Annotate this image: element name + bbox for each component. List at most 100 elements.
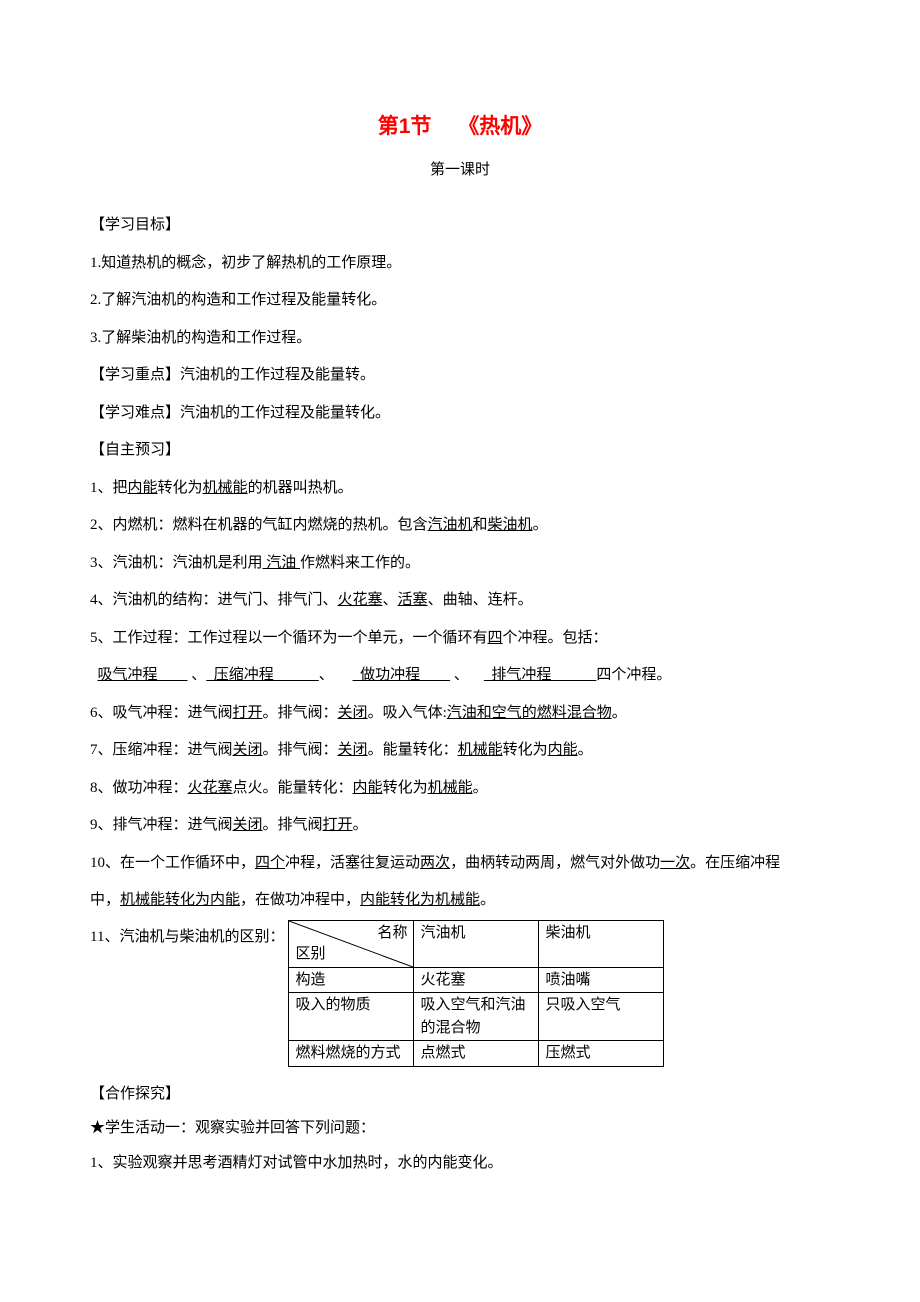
label: 11、汽油机与柴油机的区别：: [90, 920, 288, 955]
text: 的机器叫热机。: [248, 480, 353, 496]
sep: 、: [450, 667, 484, 683]
text: 转化为: [158, 480, 203, 496]
table-row: 吸入的物质 吸入空气和汽油的混合物 只吸入空气: [289, 993, 664, 1041]
activity-question: 1、实验观察并思考酒精灯对试管中水加热时，水的内能变化。: [90, 1146, 830, 1181]
blank: 打开: [233, 705, 263, 721]
text: 2、内燃机：燃料在机器的气缸内燃烧的热机。包含: [90, 517, 428, 533]
blank: 关闭: [233, 742, 263, 758]
text: 。: [353, 817, 368, 833]
label: 【学习难点】: [90, 405, 180, 421]
activity-title: ★学生活动一：观察实验并回答下列问题：: [90, 1111, 830, 1146]
text: 4、汽油机的结构：进气门、排气门、: [90, 592, 338, 608]
text: 。: [578, 742, 593, 758]
heading-goals: 【学习目标】: [90, 207, 830, 245]
text: 转化为: [383, 780, 428, 796]
text: 和: [473, 517, 488, 533]
text: 冲程，活塞往复运动: [285, 855, 420, 871]
blank: 汽油和空气的燃料混合物: [447, 705, 612, 721]
blank: 压缩冲程: [206, 667, 319, 683]
blank: 机械能: [458, 742, 503, 758]
blank: 吸气冲程: [98, 667, 188, 683]
blank: 机械能转化为内能: [120, 892, 240, 908]
heading-focus: 【学习重点】汽油机的工作过程及能量转。: [90, 357, 830, 395]
preview-item-6: 6、吸气冲程：进气阀打开。排气阀：关闭。吸入气体:汽油和空气的燃料混合物。: [90, 695, 830, 733]
preview-item-3: 3、汽油机：汽油机是利用 汽油 作燃料来工作的。: [90, 545, 830, 583]
blank: 内能: [548, 742, 578, 758]
text: 6、吸气冲程：进气阀: [90, 705, 233, 721]
goal-item: 2.了解汽油机的构造和工作过程及能量转化。: [90, 282, 830, 320]
page: 第1节 《热机》 第一课时 【学习目标】 1.知道热机的概念，初步了解热机的工作…: [0, 0, 920, 1302]
blank: 打开: [323, 817, 353, 833]
spacer: [90, 667, 98, 683]
text: 、: [383, 592, 398, 608]
blank: 柴油机: [488, 517, 533, 533]
text: 作燃料来工作的。: [300, 555, 420, 571]
preview-item-5: 5、工作过程：工作过程以一个循环为一个单元，一个循环有四个冲程。包括：: [90, 620, 830, 658]
table-cell: 点燃式: [414, 1041, 539, 1067]
comparison-table: 名称 区别 汽油机 柴油机 构造 火花塞 喷油嘴 吸入的物质 吸入空气和汽油的混…: [288, 920, 664, 1067]
goal-item: 3.了解柴油机的构造和工作过程。: [90, 320, 830, 358]
blank: 关闭: [338, 742, 368, 758]
blank: 汽油机: [428, 517, 473, 533]
preview-item-10-line2: 中，机械能转化为内能，在做功冲程中，内能转化为机械能。: [90, 882, 830, 920]
text: 汽油机的工作过程及能量转化。: [180, 405, 390, 421]
text: 3、汽油机：汽油机是利用: [90, 555, 263, 571]
text: 9、排气冲程：进气阀: [90, 817, 233, 833]
blank: 汽油: [263, 555, 301, 571]
text: 汽油机的工作过程及能量转。: [180, 367, 375, 383]
preview-item-7: 7、压缩冲程：进气阀关闭。排气阀：关闭。能量转化：机械能转化为内能。: [90, 732, 830, 770]
text: 。排气阀：: [263, 742, 338, 758]
blank: 内能: [353, 780, 383, 796]
blank: 火花塞: [338, 592, 383, 608]
preview-item-9: 9、排气冲程：进气阀关闭。排气阀打开。: [90, 807, 830, 845]
table-cell: 喷油嘴: [539, 967, 664, 993]
table-row: 燃料燃烧的方式 点燃式 压燃式: [289, 1041, 664, 1067]
text: 。: [533, 517, 548, 533]
text: 。: [480, 892, 495, 908]
header-name: 名称: [377, 922, 407, 945]
text: 中，: [90, 892, 120, 908]
sep: 、: [319, 667, 353, 683]
table-cell: 构造: [289, 967, 414, 993]
blank: 内能: [128, 480, 158, 496]
text: ，在做功冲程中，: [240, 892, 360, 908]
preview-item-10-line1: 10、在一个工作循环中，四个冲程，活塞往复运动两次，曲柄转动两周，燃气对外做功一…: [90, 845, 830, 883]
text: 。: [612, 705, 627, 721]
text: 。排气阀：: [263, 705, 338, 721]
heading-preview: 【自主预习】: [90, 432, 830, 470]
blank: 火花塞: [188, 780, 233, 796]
text: 1、把: [90, 480, 128, 496]
blank: 机械能: [428, 780, 473, 796]
table-cell: 压燃式: [539, 1041, 664, 1067]
table-row: 构造 火花塞 喷油嘴: [289, 967, 664, 993]
preview-item-4: 4、汽油机的结构：进气门、排气门、火花塞、活塞、曲轴、连杆。: [90, 582, 830, 620]
preview-item-1: 1、把内能转化为机械能的机器叫热机。: [90, 470, 830, 508]
table-header-cell: 柴油机: [539, 920, 664, 967]
text: 个冲程。包括：: [503, 630, 608, 646]
text: 7、压缩冲程：进气阀: [90, 742, 233, 758]
page-title: 第1节 《热机》: [90, 110, 830, 140]
text: 10、在一个工作循环中，: [90, 855, 255, 871]
text: 。在压缩冲程: [690, 855, 780, 871]
blank: 四: [488, 630, 503, 646]
text: 。能量转化：: [368, 742, 458, 758]
table-header-diagonal: 名称 区别: [289, 920, 414, 967]
text: 8、做功冲程：: [90, 780, 188, 796]
text: 。排气阀: [263, 817, 323, 833]
table-row: 名称 区别 汽油机 柴油机: [289, 920, 664, 967]
table-cell: 吸入的物质: [289, 993, 414, 1041]
table-cell: 火花塞: [414, 967, 539, 993]
label: 【学习重点】: [90, 367, 180, 383]
blank: 机械能: [203, 480, 248, 496]
table-header-cell: 汽油机: [414, 920, 539, 967]
preview-item-8: 8、做功冲程：火花塞点火。能量转化：内能转化为机械能。: [90, 770, 830, 808]
preview-item-2: 2、内燃机：燃料在机器的气缸内燃烧的热机。包含汽油机和柴油机。: [90, 507, 830, 545]
goal-item: 1.知道热机的概念，初步了解热机的工作原理。: [90, 245, 830, 283]
blank: 关闭: [338, 705, 368, 721]
blank: 内能转化为机械能: [360, 892, 480, 908]
text: 四个冲程。: [596, 667, 671, 683]
heading-difficulty: 【学习难点】汽油机的工作过程及能量转化。: [90, 395, 830, 433]
table-cell: 只吸入空气: [539, 993, 664, 1041]
text: 点火。能量转化：: [233, 780, 353, 796]
text: 5、工作过程：工作过程以一个循环为一个单元，一个循环有: [90, 630, 488, 646]
